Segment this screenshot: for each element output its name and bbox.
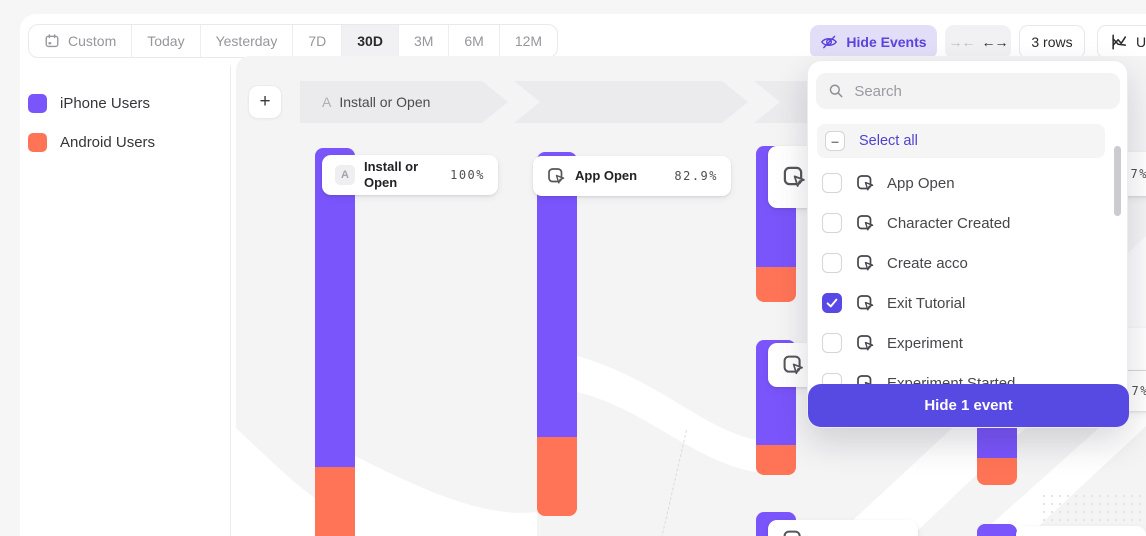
step-a-badge: A xyxy=(335,165,355,185)
event-checkbox[interactable] xyxy=(822,333,842,353)
search-icon xyxy=(828,82,844,100)
rows-count-button[interactable]: 3 rows xyxy=(1019,25,1085,59)
click-event-icon xyxy=(855,173,875,193)
date-range-today[interactable]: Today xyxy=(132,25,201,57)
hide-events-label: Hide Events xyxy=(846,34,927,50)
step-card-title: App Open xyxy=(575,167,638,183)
legend-label: iPhone Users xyxy=(60,95,151,112)
hide-events-button[interactable]: Hide Events xyxy=(810,25,937,59)
step-card-title: Install or Open xyxy=(364,158,419,190)
select-all-row[interactable]: – Select all xyxy=(817,124,1105,158)
click-event-icon xyxy=(855,293,875,313)
event-label: Create acco xyxy=(887,254,968,272)
date-range-7d[interactable]: 7D xyxy=(293,25,343,57)
legend-item-android-users[interactable]: Android Users xyxy=(28,133,155,152)
date-range-label: 3M xyxy=(413,33,434,49)
funnel-bar-segment-iphone[interactable] xyxy=(315,148,355,467)
date-range-label: 12M xyxy=(514,33,543,49)
click-event-icon xyxy=(855,333,875,353)
expand-columns-button[interactable]: ←→ xyxy=(981,34,1009,50)
step-card-app-open[interactable]: App Open 82.9% xyxy=(533,156,731,196)
hide-events-dropdown: – Select all App Open Character Created … xyxy=(807,60,1129,428)
rows-count-label: 3 rows xyxy=(1031,34,1073,50)
date-range-control: Custom Today Yesterday 7D 30D 3M 6M 12M xyxy=(28,24,559,58)
date-range-label: 6M xyxy=(464,33,484,49)
event-label: App Open xyxy=(887,174,955,192)
search-input[interactable] xyxy=(854,82,1108,100)
iphone-series-swatch xyxy=(28,94,47,113)
calendar-icon xyxy=(44,33,60,49)
eye-off-icon xyxy=(820,33,838,51)
funnel-step-header-2[interactable] xyxy=(514,81,748,123)
event-label: Character Created xyxy=(887,214,1011,232)
date-range-30d-selected[interactable]: 30D xyxy=(342,25,399,57)
date-range-3m[interactable]: 3M xyxy=(399,25,450,57)
funnel-bar-segment-android[interactable] xyxy=(315,467,355,536)
select-all-label: Select all xyxy=(859,133,918,149)
date-range-6m[interactable]: 6M xyxy=(449,25,500,57)
select-all-checkbox-indeterminate[interactable]: – xyxy=(825,131,845,151)
legend-label: Android Users xyxy=(60,134,156,151)
event-label: Exit Tutorial xyxy=(887,294,966,312)
click-event-icon xyxy=(781,164,807,190)
click-event-icon xyxy=(781,528,805,536)
click-event-icon xyxy=(855,253,875,273)
step-card-percent: 100% xyxy=(450,168,485,182)
date-range-yesterday[interactable]: Yesterday xyxy=(201,25,294,57)
event-checkbox[interactable] xyxy=(822,213,842,233)
step-card-install-or-open[interactable]: A Install or Open 100% xyxy=(322,155,498,195)
dropdown-scrollbar[interactable] xyxy=(1114,146,1121,216)
step-prefix: A xyxy=(322,94,332,110)
click-event-icon xyxy=(546,166,566,186)
click-event-icon xyxy=(855,213,875,233)
step-header-label: Install or Open xyxy=(339,94,431,110)
event-item-character-created[interactable]: Character Created xyxy=(808,203,1129,243)
funnel-bar-segment-android[interactable] xyxy=(977,458,1017,485)
panel-divider xyxy=(230,66,231,536)
funnel-bar-segment-android[interactable] xyxy=(756,267,796,302)
dropdown-search[interactable] xyxy=(816,73,1120,109)
step-card-partial-bottom-left[interactable] xyxy=(768,520,918,536)
funnel-bar-segment-android[interactable] xyxy=(756,445,796,475)
step-card-partial-bottom-right[interactable] xyxy=(1016,526,1146,536)
date-range-label: Custom xyxy=(68,33,117,49)
funnel-bar-segment-iphone[interactable] xyxy=(977,524,1017,536)
collapse-columns-button[interactable]: →← xyxy=(948,34,976,50)
funnel-step-header-1[interactable]: A Install or Open xyxy=(300,81,508,123)
users-metric-label: U xyxy=(1136,34,1146,50)
date-range-custom[interactable]: Custom xyxy=(29,25,133,57)
click-event-icon xyxy=(781,353,805,377)
users-metric-button[interactable]: U xyxy=(1097,25,1146,59)
date-range-label: Today xyxy=(147,33,185,49)
legend-item-iphone-users[interactable]: iPhone Users xyxy=(28,94,150,113)
event-label: Experiment xyxy=(887,334,963,352)
hide-selected-events-button[interactable]: Hide 1 event xyxy=(808,384,1129,427)
event-item-app-open[interactable]: App Open xyxy=(808,163,1129,203)
column-width-control: →← ←→ xyxy=(945,25,1011,59)
event-checkbox[interactable] xyxy=(822,293,842,313)
add-step-button[interactable]: + xyxy=(248,85,282,119)
funnel-bar-segment-iphone[interactable] xyxy=(537,152,577,437)
android-series-swatch xyxy=(28,133,47,152)
funnel-bar-segment-android[interactable] xyxy=(537,437,577,516)
line-chart-icon xyxy=(1110,33,1128,51)
event-checkbox[interactable] xyxy=(822,173,842,193)
date-range-label: 30D xyxy=(357,33,383,49)
date-range-label: 7D xyxy=(308,33,327,49)
date-range-label: Yesterday xyxy=(215,33,278,49)
event-item-experiment[interactable]: Experiment xyxy=(808,323,1129,363)
date-range-12m[interactable]: 12M xyxy=(500,25,557,57)
event-item-create-acco[interactable]: Create acco xyxy=(808,243,1129,283)
event-item-exit-tutorial[interactable]: Exit Tutorial xyxy=(808,283,1129,323)
event-checkbox[interactable] xyxy=(822,253,842,273)
step-card-percent: 82.9% xyxy=(674,169,718,183)
